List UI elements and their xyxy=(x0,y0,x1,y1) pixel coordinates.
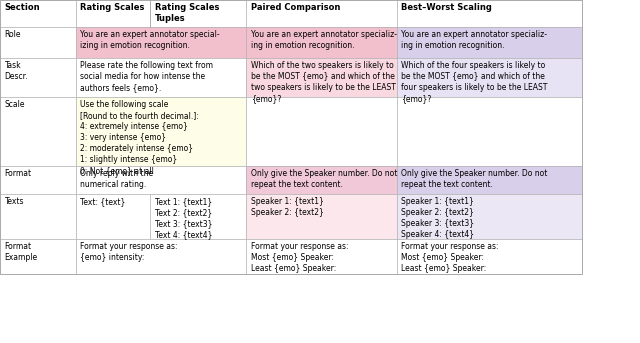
Bar xyxy=(76,97,246,166)
Bar xyxy=(0,27,76,58)
Bar xyxy=(397,194,582,239)
Text: Format
Example: Format Example xyxy=(4,242,38,262)
Text: Which of the two speakers is likely to
be the MOST {emo} and which of the
two sp: Which of the two speakers is likely to b… xyxy=(251,60,396,103)
Bar xyxy=(150,0,246,27)
Bar xyxy=(246,194,397,239)
Text: Texts: Texts xyxy=(4,197,24,206)
Text: You are an expert annotator specializ-
ing in emotion recognition.: You are an expert annotator specializ- i… xyxy=(401,29,547,50)
Text: Which of the four speakers is likely to
be the MOST {emo} and which of the
four : Which of the four speakers is likely to … xyxy=(401,60,548,103)
Bar xyxy=(76,0,150,27)
Bar xyxy=(397,166,582,194)
Bar xyxy=(397,0,582,27)
Bar xyxy=(397,239,582,274)
Bar xyxy=(246,239,397,274)
Bar xyxy=(246,166,397,194)
Text: Scale: Scale xyxy=(4,100,25,109)
Bar xyxy=(0,58,76,97)
Text: Section: Section xyxy=(4,3,40,12)
Bar xyxy=(0,194,76,239)
Text: Best–Worst Scaling: Best–Worst Scaling xyxy=(401,3,492,12)
Text: Format: Format xyxy=(4,168,31,178)
Text: Only reply with the
numerical rating.: Only reply with the numerical rating. xyxy=(80,168,153,189)
Text: Speaker 1: {text1}
Speaker 2: {text2}
Speaker 3: {text3}
Speaker 4: {text4}: Speaker 1: {text1} Speaker 2: {text2} Sp… xyxy=(401,197,474,239)
Bar xyxy=(76,58,246,97)
Bar xyxy=(246,27,397,58)
Bar xyxy=(76,166,246,194)
Bar xyxy=(0,0,582,274)
Bar xyxy=(76,27,246,58)
Text: Paired Comparison: Paired Comparison xyxy=(251,3,340,12)
Bar xyxy=(246,0,397,27)
Text: Format your response as:
Most {emo} Speaker:
Least {emo} Speaker:: Format your response as: Most {emo} Spea… xyxy=(401,242,499,273)
Text: Please rate the following text from
social media for how intense the
authors fee: Please rate the following text from soci… xyxy=(80,60,213,92)
Text: Role: Role xyxy=(4,29,21,39)
Text: Text 1: {text1}
Text 2: {text2}
Text 3: {text3}
Text 4: {text4}: Text 1: {text1} Text 2: {text2} Text 3: … xyxy=(155,197,212,239)
Bar xyxy=(0,166,76,194)
Bar xyxy=(0,0,76,27)
Text: Rating Scales
Tuples: Rating Scales Tuples xyxy=(155,3,220,23)
Text: Format your response as:
{emo} intensity:: Format your response as: {emo} intensity… xyxy=(80,242,177,262)
Text: Task
Descr.: Task Descr. xyxy=(4,60,28,81)
Bar xyxy=(246,97,397,166)
Bar xyxy=(150,194,246,239)
Text: Only give the Speaker number. Do not
repeat the text content.: Only give the Speaker number. Do not rep… xyxy=(251,168,397,189)
Bar xyxy=(397,27,582,58)
Text: Rating Scales: Rating Scales xyxy=(80,3,145,12)
Text: Speaker 1: {text1}
Speaker 2: {text2}: Speaker 1: {text1} Speaker 2: {text2} xyxy=(251,197,324,217)
Text: You are an expert annotator specializ-
ing in emotion recognition.: You are an expert annotator specializ- i… xyxy=(251,29,397,50)
Text: Format your response as:
Most {emo} Speaker:
Least {emo} Speaker:: Format your response as: Most {emo} Spea… xyxy=(251,242,348,273)
Bar xyxy=(0,239,76,274)
Bar xyxy=(397,97,582,166)
Text: Use the following scale
[Round to the fourth decimal.]:
4: extremely intense {em: Use the following scale [Round to the fo… xyxy=(80,100,199,176)
Bar xyxy=(76,239,246,274)
Text: Only give the Speaker number. Do not
repeat the text content.: Only give the Speaker number. Do not rep… xyxy=(401,168,548,189)
Bar xyxy=(246,58,397,97)
Text: Text: {text}: Text: {text} xyxy=(80,197,125,206)
Bar xyxy=(76,194,150,239)
Text: You are an expert annotator special-
izing in emotion recognition.: You are an expert annotator special- izi… xyxy=(80,29,220,50)
Bar xyxy=(397,58,582,97)
Bar xyxy=(0,97,76,166)
